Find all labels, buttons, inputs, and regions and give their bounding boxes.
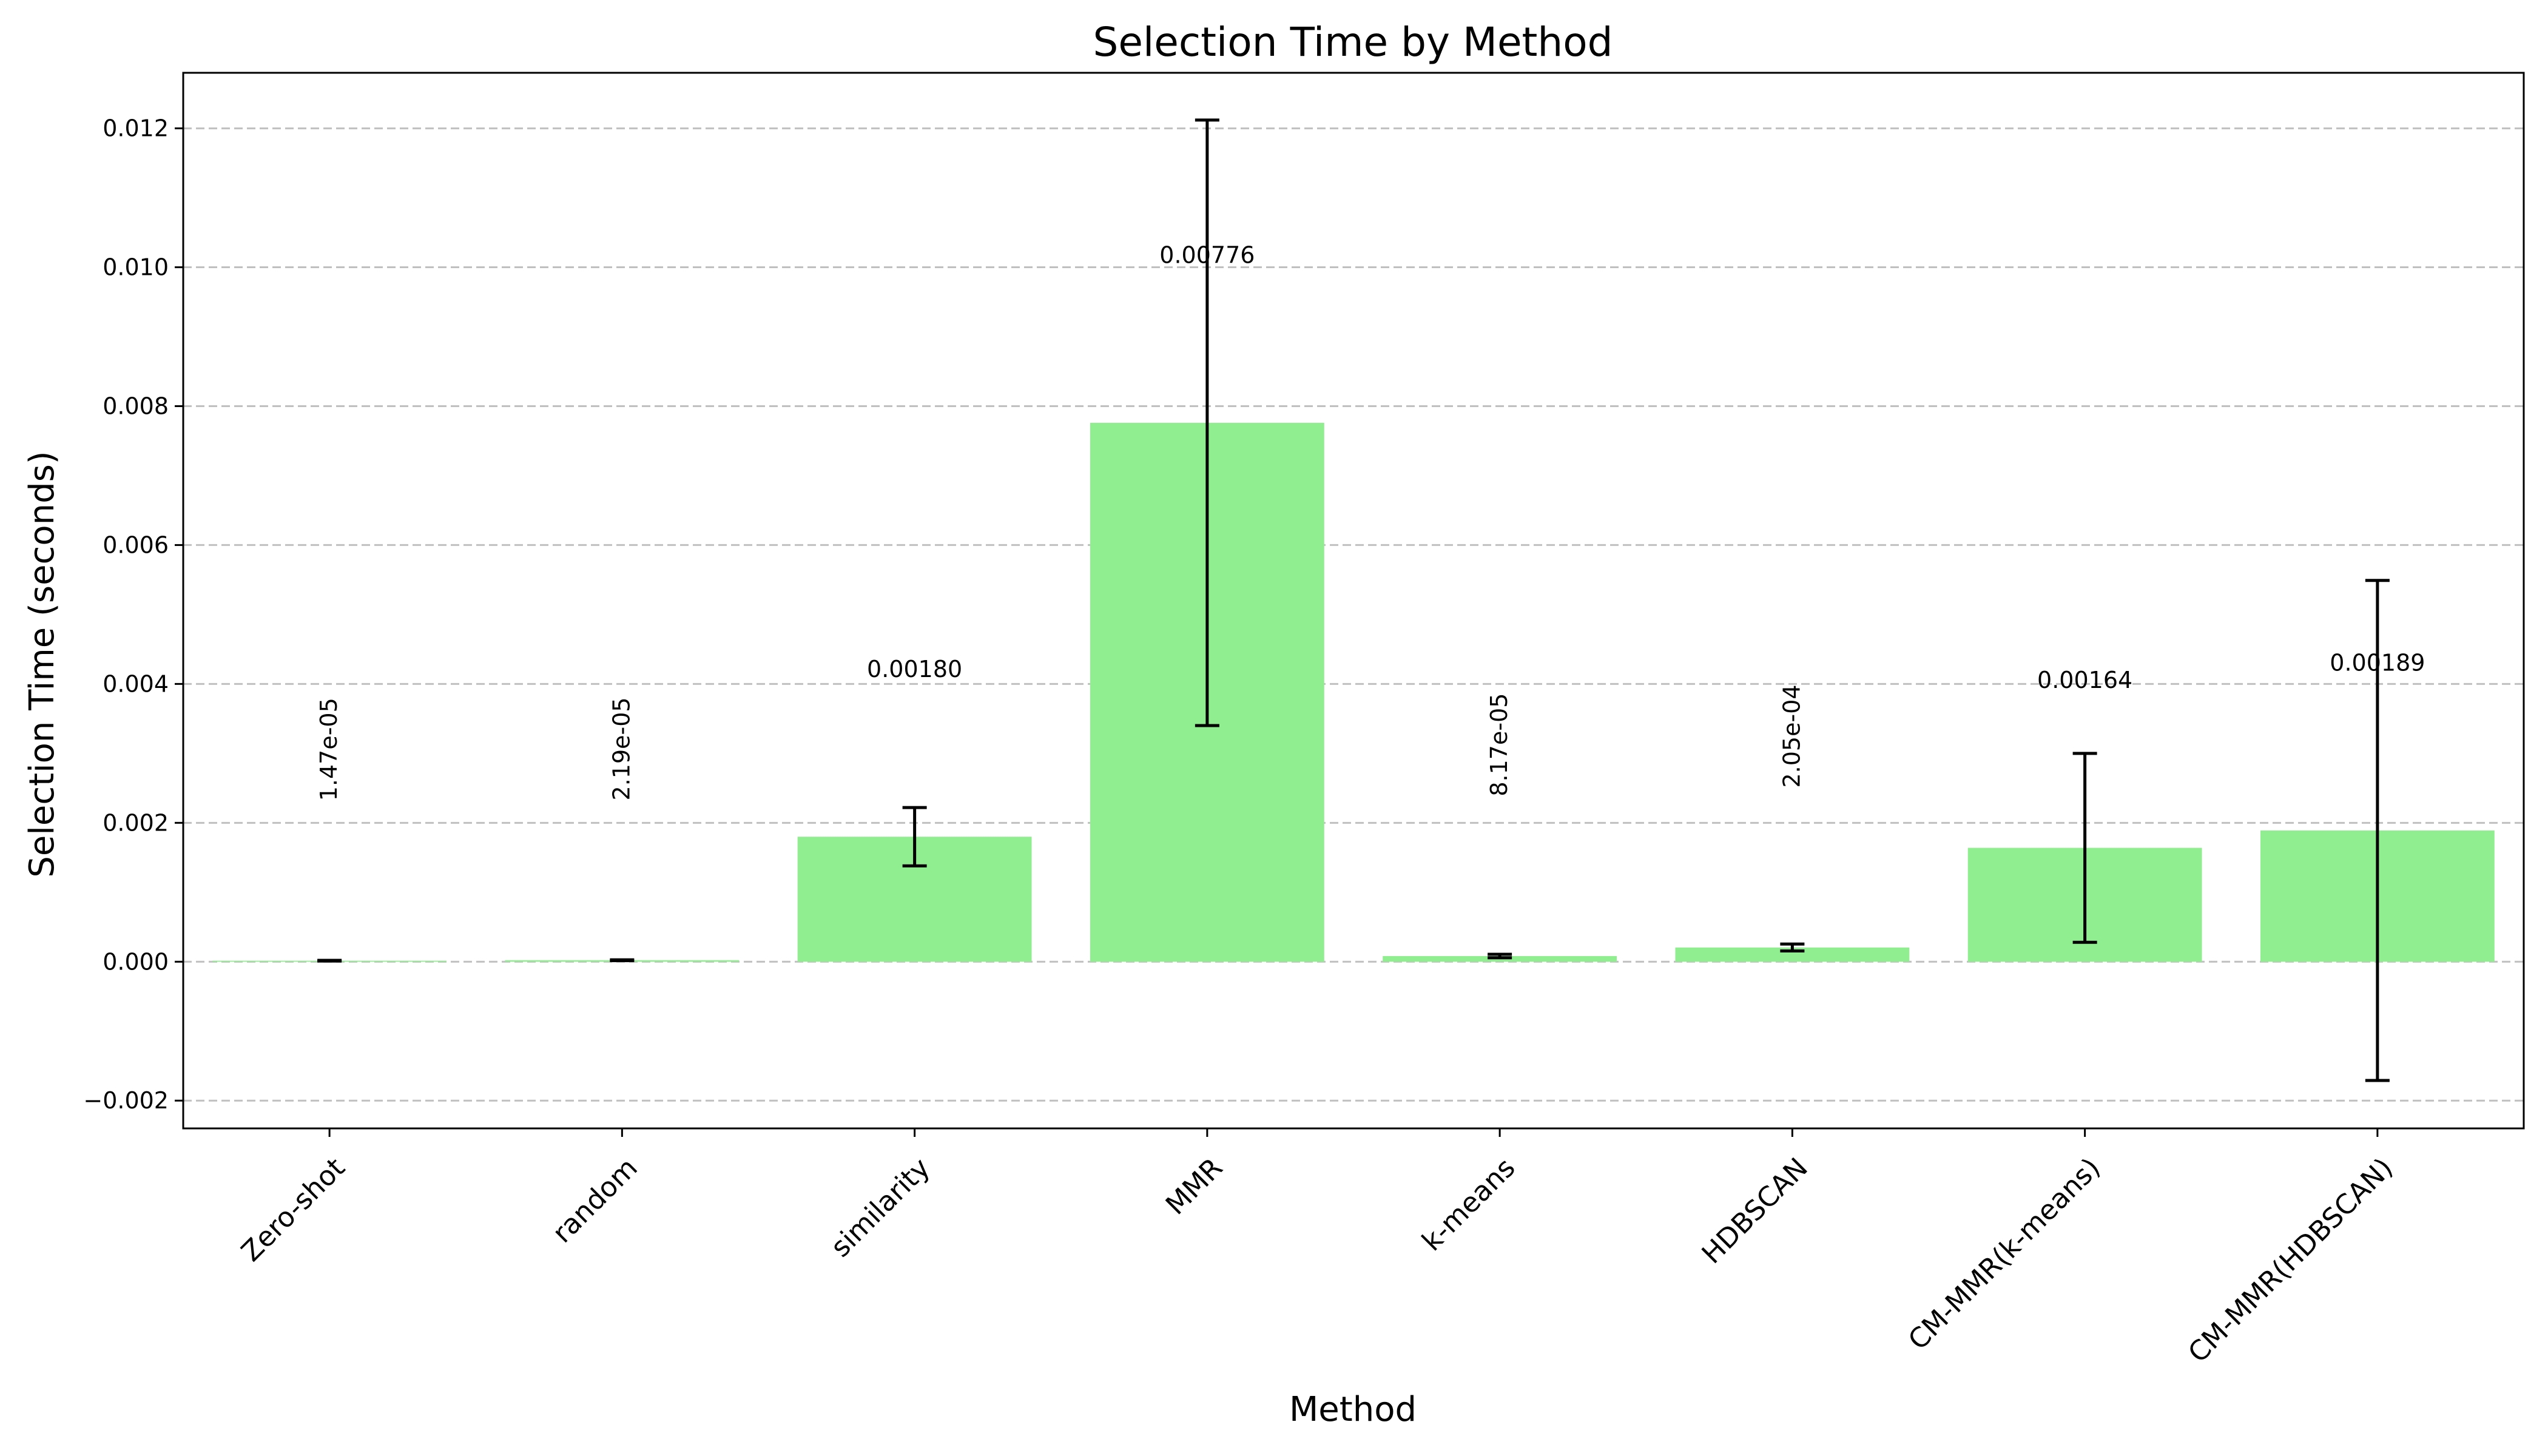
data-label: 0.00164 <box>2037 667 2132 693</box>
x-tick-label: random <box>546 1151 644 1249</box>
x-tick-label: CM-MMR(k-means) <box>1902 1151 2106 1356</box>
y-axis-ticks: −0.002 0.000 0.002 0.004 0.006 0.008 0.010 0.01… <box>83 115 183 1114</box>
data-label: 0.00180 <box>867 656 962 682</box>
y-axis-label: Selection Time (seconds) <box>22 451 62 877</box>
bars <box>212 422 2495 962</box>
y-tick-label: 0.008 <box>103 393 169 419</box>
data-label: 1.47e-05 <box>315 698 342 801</box>
x-tick-label: similarity <box>824 1151 936 1263</box>
y-tick-label: 0.000 <box>103 948 169 975</box>
x-axis-label: Method <box>1289 1390 1417 1429</box>
chart-title: Selection Time by Method <box>1093 19 1613 66</box>
bar <box>1675 947 1910 962</box>
y-tick-label: 0.012 <box>103 115 169 142</box>
error-bars <box>317 118 2390 1082</box>
x-tick-label: Zero-shot <box>235 1151 351 1267</box>
y-tick-label: 0.006 <box>103 531 169 558</box>
y-tick-label: 0.010 <box>103 254 169 281</box>
plot-frame <box>182 72 2525 1130</box>
data-label: 0.00189 <box>2330 650 2425 676</box>
data-label: 8.17e-05 <box>1486 693 1512 797</box>
data-label: 2.05e-04 <box>1778 684 1805 787</box>
x-tick-label: k-means <box>1415 1151 1521 1257</box>
y-tick-label: −0.002 <box>83 1087 169 1114</box>
x-tick-label: CM-MMR(HDBSCAN) <box>2182 1151 2399 1369</box>
y-tick-label: 0.004 <box>103 670 169 697</box>
data-label: 0.00776 <box>1159 242 1255 269</box>
x-axis-ticks: Zero-shot random similarity MMR k-means HDBSC… <box>235 1128 2399 1369</box>
x-tick-label: MMR <box>1159 1151 1228 1221</box>
data-labels: 1.47e-05 2.19e-05 0.00180 0.00776 8.17e-05 2.… <box>315 242 2425 801</box>
x-tick-label: HDBSCAN <box>1696 1151 1814 1270</box>
y-tick-label: 0.002 <box>103 809 169 836</box>
data-label: 2.19e-05 <box>608 697 635 800</box>
